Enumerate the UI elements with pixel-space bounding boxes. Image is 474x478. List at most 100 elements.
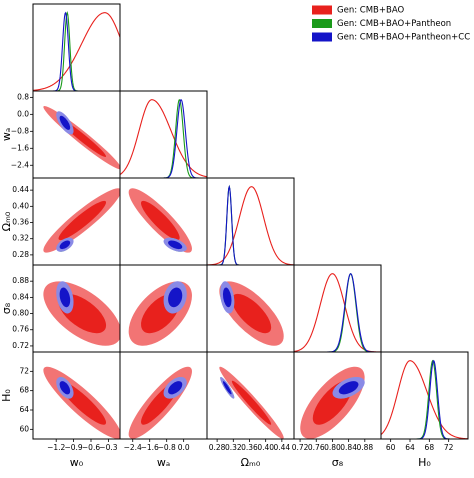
y-tick-label: 72 [19, 366, 29, 375]
panel-1d [207, 184, 294, 265]
x-tick-label: 0.28 [209, 443, 226, 452]
legend-label: Gen: CMB+BAO+Pantheon+CC [337, 33, 470, 43]
y-tick-label: 0.32 [12, 234, 29, 243]
x-tick-label: −0.3 [99, 443, 117, 452]
x-tick-label: 0.84 [340, 443, 357, 452]
y-tick-label: 68 [19, 386, 29, 395]
panel-2d [300, 366, 365, 439]
contour-1sigma [141, 200, 180, 241]
y-tick-label: −1.6 [11, 143, 29, 152]
x-tick-label: 0.44 [274, 443, 291, 452]
x-tick-label: 64 [405, 443, 415, 452]
x-tick-label: −0.6 [82, 443, 100, 452]
legend-swatch [312, 19, 332, 28]
x-tick-label: 60 [386, 443, 396, 452]
panel-2d [219, 281, 284, 346]
posterior-1d [294, 273, 381, 352]
y-tick-label: 0.88 [12, 276, 29, 285]
panel-2d [43, 281, 120, 346]
contour-1sigma [59, 115, 71, 130]
x-tick-label: 0.76 [308, 443, 325, 452]
y-tick-label: 0.40 [12, 201, 29, 210]
contour-1sigma [231, 380, 272, 425]
contour-1sigma [59, 287, 71, 308]
x-tick-label: 0.72 [292, 443, 309, 452]
x-tick-label: 0.40 [257, 443, 274, 452]
y-tick-label: −2.4 [11, 160, 29, 169]
x-tick-label: 0.32 [225, 443, 242, 452]
posterior-1d [207, 184, 294, 265]
contour-1sigma [168, 287, 183, 308]
panel-1d [381, 359, 468, 439]
x-axis-label: w₀ [70, 456, 84, 469]
x-tick-label: 0.80 [324, 443, 341, 452]
x-axis-label: σ₈ [332, 456, 344, 469]
y-tick-label: 0.36 [12, 218, 29, 227]
posterior-1d [120, 99, 207, 178]
y-axis-label: H₀ [0, 389, 13, 402]
y-tick-label: 0.84 [12, 292, 29, 301]
posterior-1d [294, 273, 381, 352]
panel-frame [293, 264, 382, 353]
x-tick-label: −2.4 [124, 443, 142, 452]
x-tick-label: −1.2 [47, 443, 65, 452]
legend-swatch [312, 5, 332, 15]
panel-1d [33, 10, 120, 91]
y-tick-label: 0.80 [12, 309, 29, 318]
y-axis-label: wₐ [0, 128, 13, 141]
x-tick-label: −0.9 [64, 443, 82, 452]
contour-1sigma [168, 381, 183, 395]
x-tick-label: 68 [425, 443, 435, 452]
x-tick-label: 0.0 [178, 443, 190, 452]
y-tick-label: 0.8 [17, 92, 29, 101]
contour-1sigma [58, 200, 107, 241]
posterior-1d [33, 11, 120, 91]
panel-2d [43, 366, 120, 439]
posterior-1d [294, 273, 381, 352]
legend-label: Gen: CMB+BAO+Pantheon [337, 19, 451, 29]
panel-2d [43, 188, 120, 253]
posterior-1d [381, 360, 468, 439]
panel-frame [119, 90, 208, 179]
contour-1sigma [231, 293, 272, 334]
posterior-1d [33, 12, 120, 91]
contour-1sigma [222, 287, 232, 308]
posterior-1d [207, 184, 294, 265]
y-tick-label: 64 [19, 405, 29, 414]
panel-frame [380, 351, 469, 440]
panel-2d [219, 366, 284, 439]
y-tick-label: 0.44 [12, 185, 29, 194]
panel-2d [128, 188, 192, 253]
y-tick-label: 0.28 [12, 250, 29, 259]
posterior-1d [120, 98, 207, 178]
posterior-1d [381, 359, 468, 439]
panel-frame [206, 177, 295, 266]
y-tick-label: 0.72 [12, 341, 29, 350]
y-tick-label: 60 [19, 424, 29, 433]
x-tick-label: 0.88 [356, 443, 373, 452]
panel-1d [120, 98, 207, 178]
y-tick-label: 0.76 [12, 325, 29, 334]
posterior-1d [381, 359, 468, 439]
legend-label: Gen: CMB+BAO [337, 6, 404, 16]
x-tick-label: 0.36 [241, 443, 258, 452]
panel-2d [128, 366, 192, 439]
x-axis-label: Ωₘ₀ [241, 456, 261, 469]
x-tick-label: 72 [444, 443, 454, 452]
x-axis-label: H₀ [418, 456, 431, 469]
x-axis-label: wₐ [157, 456, 170, 469]
y-tick-label: 0.0 [17, 109, 29, 118]
y-axis-label: Ωₘ₀ [0, 211, 13, 231]
panel-2d [128, 281, 192, 346]
legend-swatch [312, 32, 332, 42]
panel-1d [294, 273, 381, 352]
panel-2d [43, 106, 120, 170]
panel-frame [32, 3, 121, 92]
x-tick-label: −1.6 [141, 443, 159, 452]
y-tick-label: −0.8 [11, 126, 29, 135]
y-axis-label: σ₈ [0, 302, 13, 314]
posterior-1d [33, 10, 120, 91]
posterior-1d [207, 186, 294, 265]
